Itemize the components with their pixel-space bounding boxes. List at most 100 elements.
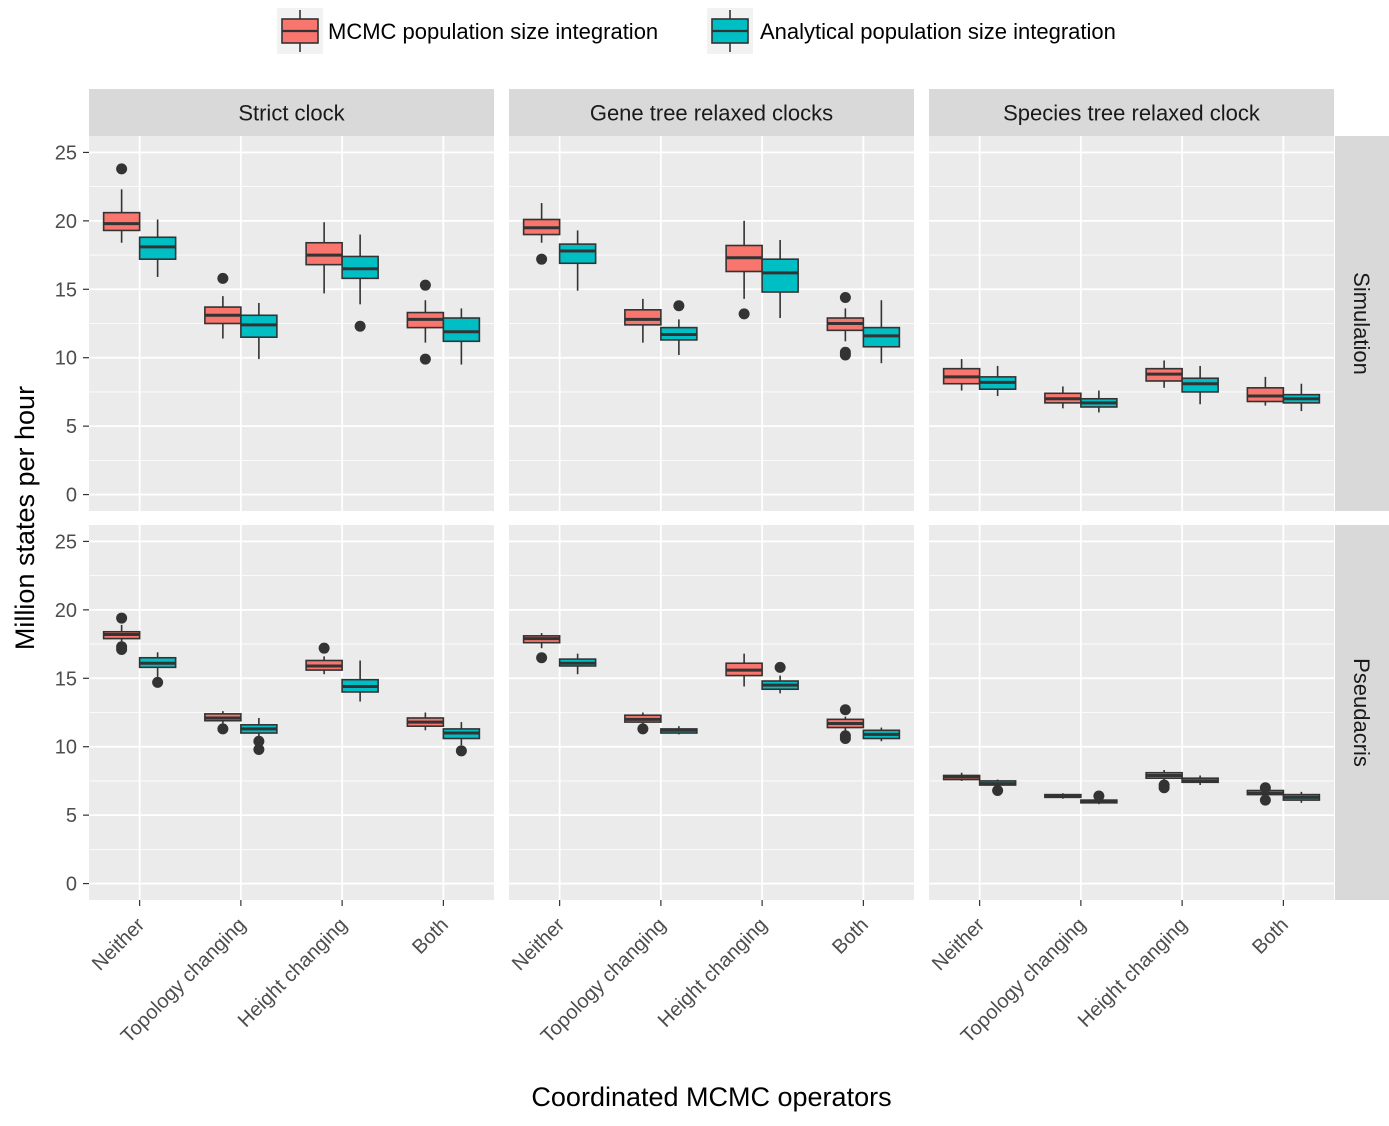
box-analytical-0 xyxy=(978,365,1017,397)
box-mcmc-3 xyxy=(406,712,445,731)
box-mcmc-0 xyxy=(522,633,561,664)
outlier-point xyxy=(738,308,750,320)
x-tick-label: Neither xyxy=(88,914,149,975)
x-axis-title: Coordinated MCMC operators xyxy=(531,1082,891,1112)
outlier-point xyxy=(318,642,330,654)
box-mcmc-0 xyxy=(102,612,141,656)
box-mcmc-2 xyxy=(725,653,763,687)
outlier-point xyxy=(839,349,851,361)
row-strip-label: Simulation xyxy=(1349,272,1374,375)
box-analytical-0 xyxy=(558,653,597,675)
outlier-point xyxy=(116,612,128,624)
box-analytical-3 xyxy=(442,308,481,365)
facet-strip-label: Strict clock xyxy=(238,101,345,126)
outlier-point xyxy=(536,652,548,664)
box-body xyxy=(442,317,481,343)
outlier-point xyxy=(419,353,431,365)
box-analytical-1 xyxy=(240,717,278,755)
outlier-point xyxy=(253,735,265,747)
outlier-point xyxy=(419,279,431,291)
box-mcmc-0 xyxy=(522,203,561,265)
y-tick-label: 5 xyxy=(66,805,77,827)
box-analytical-0 xyxy=(978,779,1017,797)
box-body xyxy=(761,258,799,293)
panel-1-2 xyxy=(929,525,1334,900)
y-tick-label: 10 xyxy=(55,348,77,370)
y-tick-label: 20 xyxy=(55,600,77,622)
box-analytical-0 xyxy=(138,219,177,277)
panel-1-0 xyxy=(89,525,494,900)
legend-label: MCMC population size integration xyxy=(328,19,658,44)
x-tick-label: Neither xyxy=(508,914,569,975)
outlier-point xyxy=(839,733,851,745)
box-analytical-3 xyxy=(862,727,901,742)
outlier-point xyxy=(637,723,649,735)
x-tick-label: Height changing xyxy=(234,914,352,1032)
box-analytical-1 xyxy=(660,726,698,735)
x-tick-label: Both xyxy=(1248,914,1293,959)
box-mcmc-0 xyxy=(942,772,981,781)
box-analytical-2 xyxy=(761,240,799,319)
outlier-point xyxy=(116,644,128,656)
y-tick-label: 15 xyxy=(55,279,77,301)
outlier-point xyxy=(116,163,128,175)
box-mcmc-1 xyxy=(1044,793,1082,799)
box-analytical-3 xyxy=(862,300,901,364)
box-analytical-2 xyxy=(1181,775,1219,786)
box-mcmc-2 xyxy=(305,222,343,294)
x-tick-label: Height changing xyxy=(1074,914,1192,1032)
y-tick-label: 5 xyxy=(66,416,77,438)
box-mcmc-0 xyxy=(942,359,981,391)
outlier-point xyxy=(1259,794,1271,806)
y-tick-label: 25 xyxy=(55,531,77,553)
box-analytical-2 xyxy=(341,660,379,702)
outlier-point xyxy=(455,745,467,757)
outlier-point xyxy=(152,676,164,688)
y-tick-label: 0 xyxy=(66,874,77,896)
box-analytical-1 xyxy=(1080,790,1118,805)
y-tick-label: 0 xyxy=(66,485,77,507)
box-mcmc-2 xyxy=(1145,360,1183,388)
outlier-point xyxy=(253,743,265,755)
outlier-point xyxy=(1093,790,1105,802)
box-analytical-0 xyxy=(558,230,597,291)
x-tick-label: Neither xyxy=(928,914,989,975)
box-analytical-3 xyxy=(1282,791,1321,803)
box-analytical-1 xyxy=(240,302,278,360)
box-analytical-3 xyxy=(442,722,481,757)
outlier-point xyxy=(217,272,229,284)
outlier-point xyxy=(1158,782,1170,794)
box-mcmc-1 xyxy=(204,711,242,735)
row-strip-1 xyxy=(1335,525,1389,900)
box-mcmc-2 xyxy=(725,220,763,320)
box-mcmc-1 xyxy=(624,298,662,343)
outlier-point xyxy=(673,300,685,312)
box-analytical-2 xyxy=(761,661,799,694)
box-mcmc-3 xyxy=(1246,376,1285,406)
facet-strip-0 xyxy=(89,89,494,136)
box-mcmc-0 xyxy=(102,163,141,243)
y-tick-label: 15 xyxy=(55,668,77,690)
box-mcmc-2 xyxy=(305,642,343,675)
box-mcmc-2 xyxy=(1145,769,1183,794)
outlier-point xyxy=(839,704,851,716)
box-analytical-1 xyxy=(660,300,698,355)
outlier-point xyxy=(217,723,229,735)
x-tick-label: Both xyxy=(828,914,873,959)
outlier-point xyxy=(536,253,548,265)
box-analytical-2 xyxy=(1181,365,1219,405)
legend-label: Analytical population size integration xyxy=(760,19,1116,44)
y-tick-label: 20 xyxy=(55,211,77,233)
y-tick-label: 25 xyxy=(55,142,77,164)
x-tick-label: Height changing xyxy=(654,914,772,1032)
box-mcmc-3 xyxy=(1246,782,1285,806)
facet-strip-label: Species tree relaxed clock xyxy=(1003,101,1261,126)
box-analytical-2 xyxy=(341,234,379,332)
y-axis-title: Million states per hour xyxy=(10,386,40,650)
box-mcmc-1 xyxy=(624,712,662,735)
outlier-point xyxy=(354,320,366,332)
row-strip-label: Pseudacris xyxy=(1349,658,1374,767)
outlier-point xyxy=(992,785,1004,797)
box-body xyxy=(102,211,141,232)
